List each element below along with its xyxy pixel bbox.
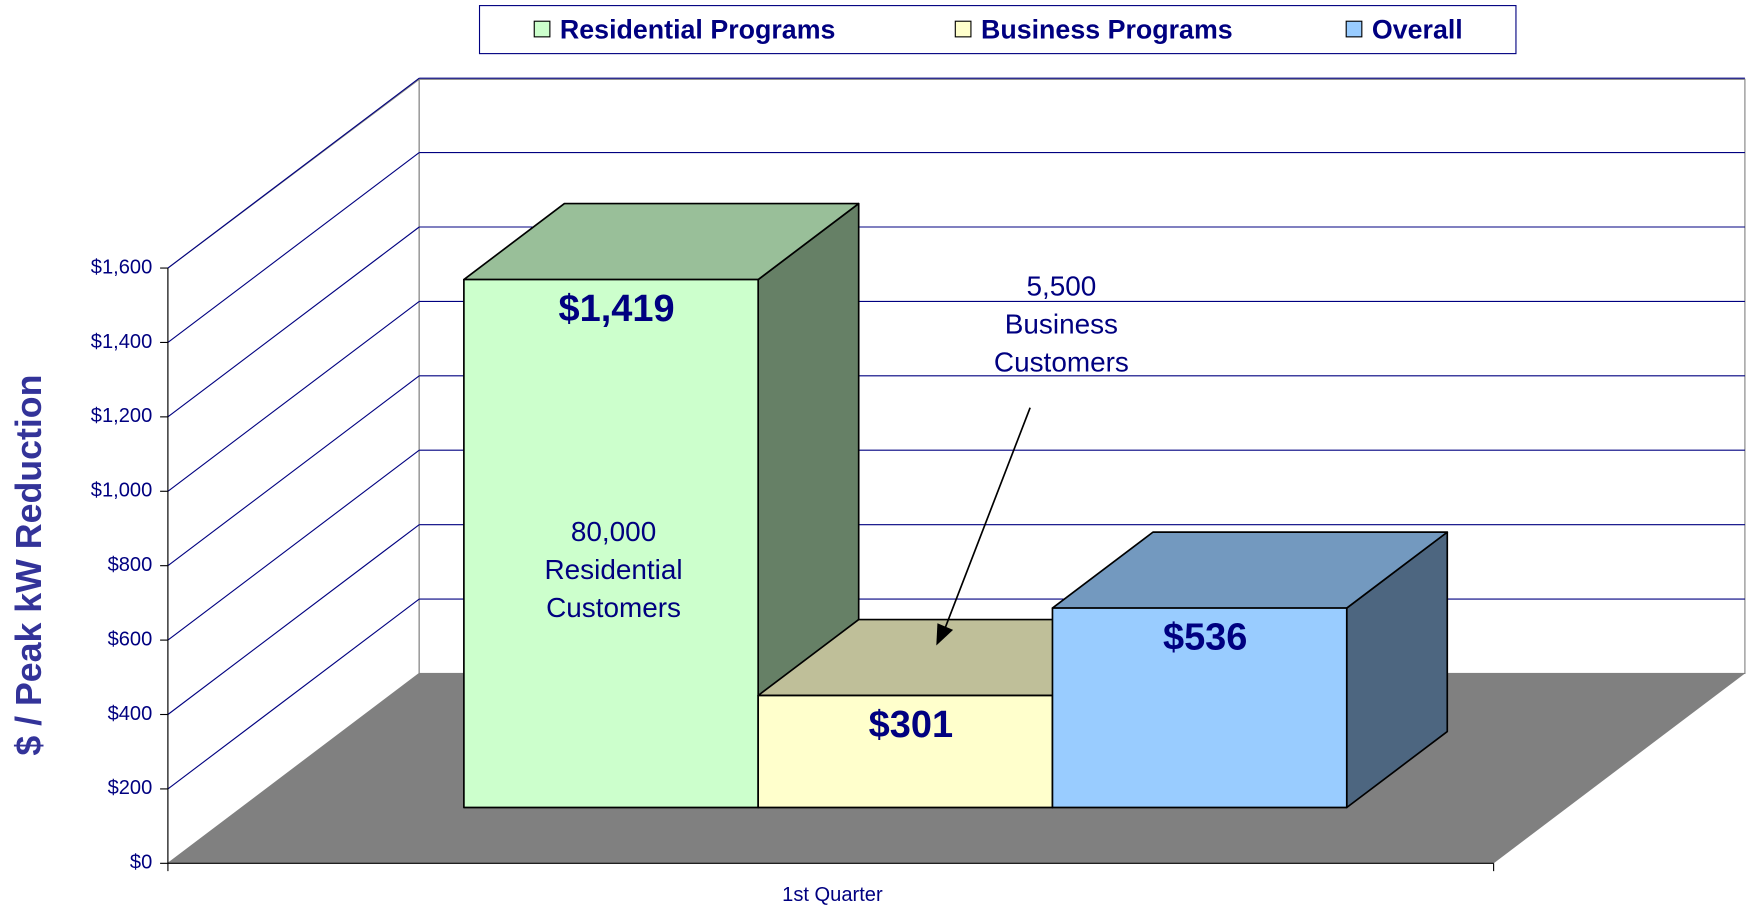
arrow-head [936,623,954,646]
y-tick-label: $0 [130,852,152,874]
annotation: 80,000 [571,516,656,547]
legend-swatch [954,20,972,38]
y-tick-label: $800 [108,554,153,576]
y-tick-label: $1,400 [91,331,152,353]
annotation: Customers [994,346,1129,377]
bar [463,278,760,809]
legend-label: Overall [1372,14,1463,44]
grid-line [167,449,420,641]
y-tick-label: $1,000 [91,480,152,502]
y-tick-label: $1,200 [91,405,152,427]
y-tick-label: $200 [108,777,153,799]
grid-line [167,524,420,715]
annotation-arrow [944,407,1031,628]
data-label: $301 [869,704,953,746]
y-tick-label: $1,600 [91,256,152,278]
bar [1051,607,1348,809]
annotation: Customers [546,592,681,623]
bar [757,694,1054,809]
grid-line [167,598,420,790]
data-label: $536 [1163,616,1247,658]
legend-label: Business Programs [981,14,1233,44]
grid-line [167,152,420,343]
grid-line [167,300,420,492]
annotation: Business [1005,308,1118,339]
grid-line [167,375,420,567]
grid-line [167,226,420,418]
x-tick-label: 1st Quarter [782,884,883,906]
annotation: 5,500 [1026,271,1096,302]
data-label: $1,419 [559,288,675,330]
y-tick-label: $400 [108,703,153,725]
annotation: Residential [545,554,683,585]
grid-line [167,77,420,269]
legend-swatch [533,20,551,38]
legend-swatch [1345,20,1363,38]
legend-label: Residential Programs [560,14,836,44]
y-tick-label: $600 [108,628,153,650]
y-axis-label: $ / Peak kW Reduction [9,375,49,756]
legend [478,5,1517,55]
